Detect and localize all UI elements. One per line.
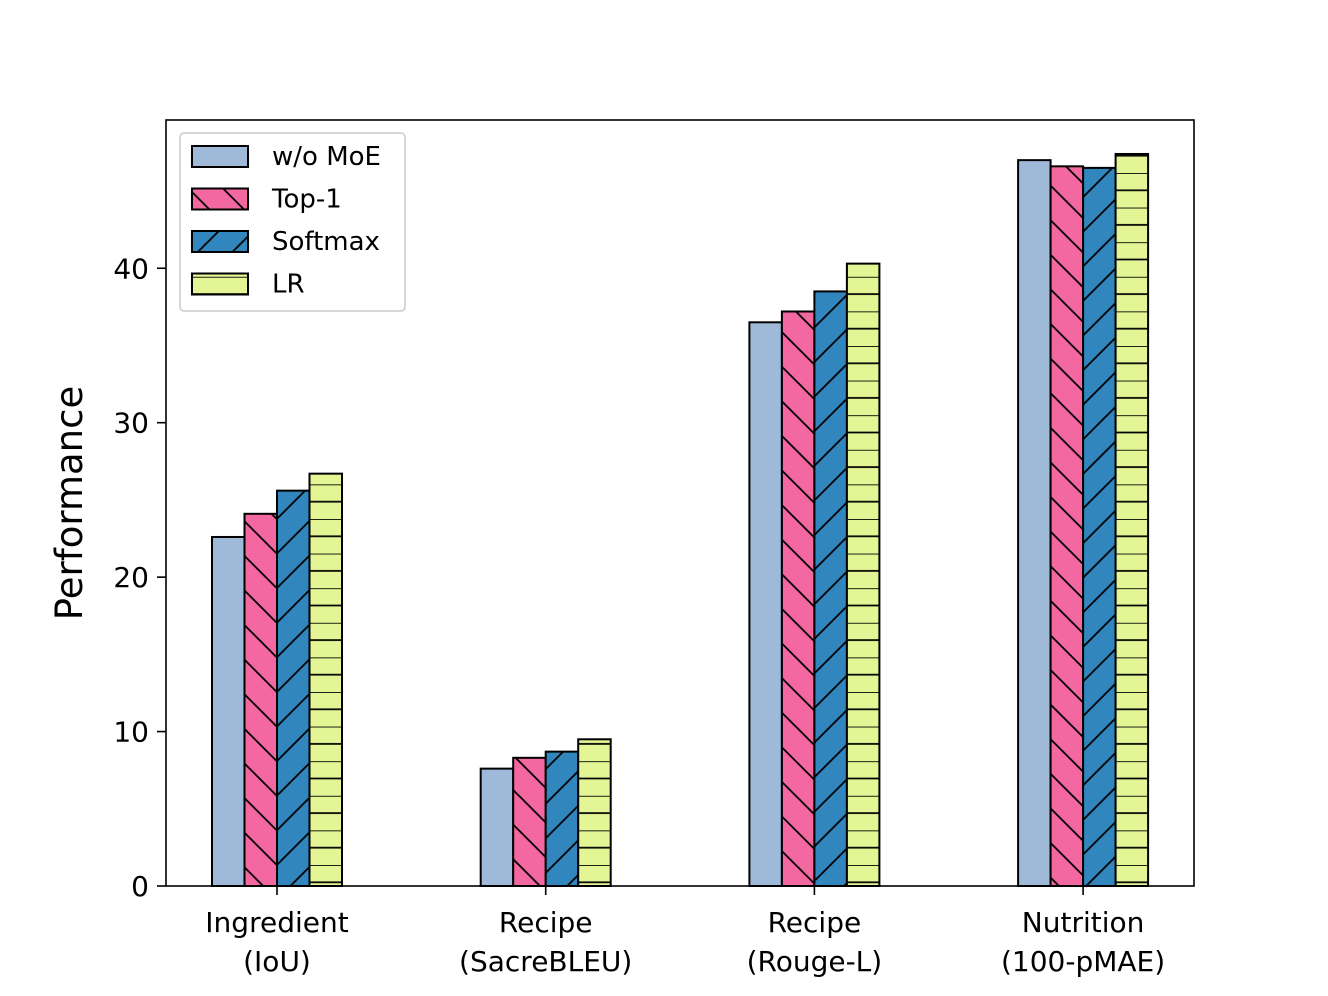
- y-tick-label: 20: [113, 561, 149, 594]
- bar-softmax-4: [1082, 166, 1117, 888]
- bar-softmax-1: [276, 489, 311, 887]
- bar-softmax-3: [813, 290, 848, 888]
- x-tick-label: Nutrition: [1022, 906, 1145, 939]
- x-tick-sublabel: (Rouge-L): [747, 945, 883, 978]
- x-tick-label: Recipe: [768, 906, 862, 939]
- bar-lr-3: [845, 262, 881, 887]
- bar-top-1-1: [243, 512, 278, 887]
- x-axis: Ingredient (IoU) Recipe (SacreBLEU) Recipe (R…: [205, 886, 1165, 978]
- x-tick-sublabel: (SacreBLEU): [459, 945, 632, 978]
- legend-frame: [179, 132, 406, 312]
- legend: w/o MoE Top-1 Softmax LR: [179, 132, 406, 312]
- x-tick-sublabel: (100-pMAE): [1001, 945, 1165, 978]
- bar-softmax-2: [544, 750, 580, 888]
- y-tick-label: 40: [113, 252, 149, 285]
- bar-top-1-3: [780, 310, 816, 887]
- y-tick-label: 10: [113, 716, 149, 749]
- bar-lr-4: [1114, 152, 1150, 888]
- legend-label: Top-1: [271, 185, 342, 215]
- legend-label: w/o MoE: [272, 142, 381, 172]
- bars-group: [211, 152, 1150, 888]
- x-tick-sublabel: (IoU): [243, 945, 311, 978]
- bar-w-o-moe-3: [748, 321, 783, 887]
- bar-top-1-4: [1049, 165, 1085, 887]
- y-axis: 0 10 20 30 40: [113, 252, 166, 903]
- y-tick-label: 0: [131, 870, 149, 903]
- x-tick-label: Ingredient: [205, 906, 348, 939]
- bar-top-1-2: [512, 756, 547, 887]
- bar-lr-1: [308, 472, 343, 887]
- bar-lr-2: [577, 738, 612, 887]
- legend-swatch: [191, 272, 249, 296]
- x-tick-label: Recipe: [499, 906, 593, 939]
- legend-label: Softmax: [272, 227, 380, 257]
- y-axis-label: Performance: [48, 386, 91, 620]
- legend-swatch: [191, 230, 249, 253]
- bar-w-o-moe-1: [211, 535, 246, 887]
- legend-swatch: [191, 187, 249, 211]
- y-tick-label: 30: [113, 407, 149, 440]
- bar-w-o-moe-2: [479, 767, 515, 888]
- plot-frame: [165, 119, 1195, 887]
- legend-label: LR: [272, 270, 305, 300]
- bar-w-o-moe-4: [1017, 159, 1052, 887]
- legend-swatch: [191, 145, 249, 168]
